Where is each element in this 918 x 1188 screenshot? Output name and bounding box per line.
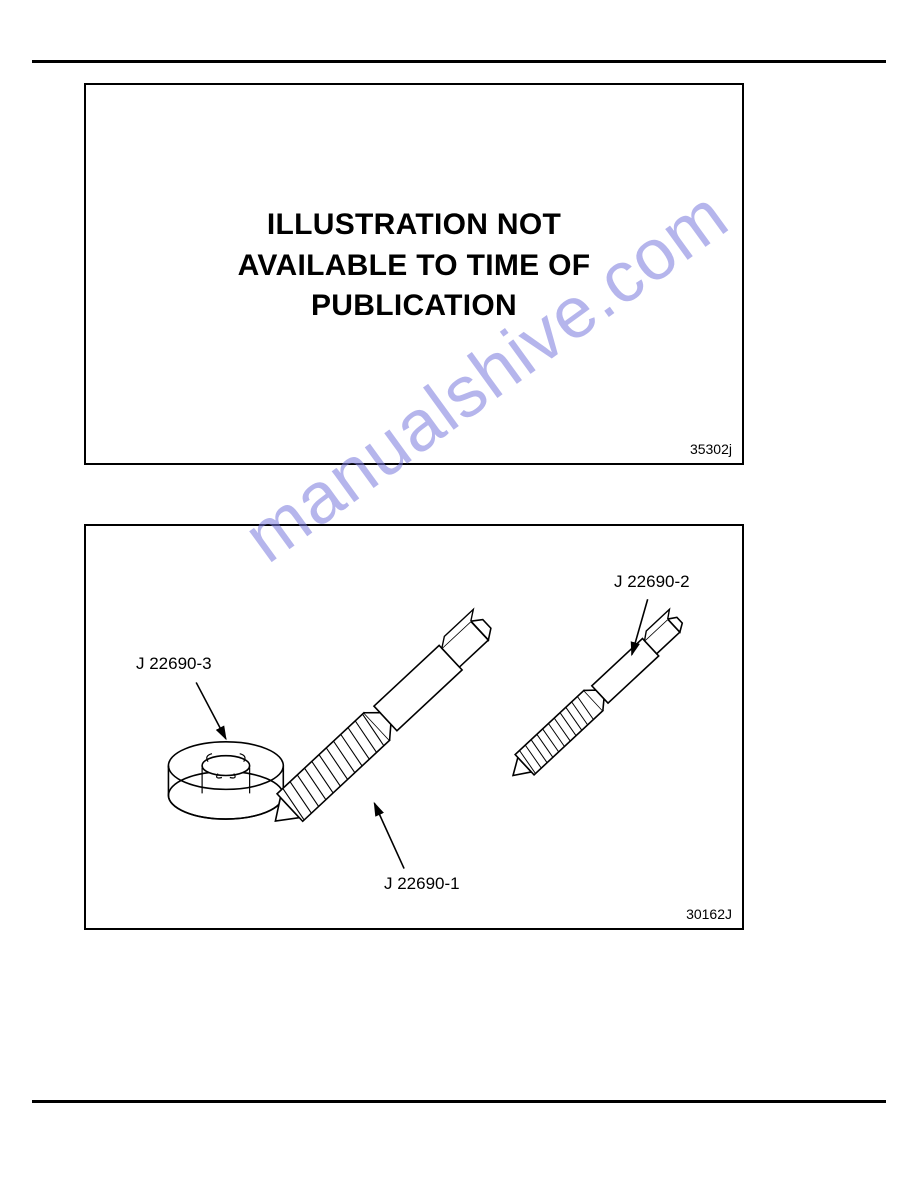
figure-1-box: ILLUSTRATION NOT AVAILABLE TO TIME OF PU… [84, 83, 744, 465]
figure-2-box: J 22690-3 J 22690-1 J 22690-2 30162J [84, 524, 744, 930]
figure-2-reference: 30162J [686, 906, 732, 922]
placeholder-line-3: PUBLICATION [86, 286, 742, 327]
label-die: J 22690-3 [136, 654, 212, 674]
arrow-tap-large [374, 803, 404, 868]
page-rule-top [32, 60, 886, 63]
page-rule-bottom [32, 1100, 886, 1103]
label-tap-small: J 22690-2 [614, 572, 690, 592]
figure-1-reference: 35302j [690, 441, 732, 457]
placeholder-line-2: AVAILABLE TO TIME OF [86, 246, 742, 287]
part-tap-large [262, 609, 500, 834]
placeholder-line-1: ILLUSTRATION NOT [86, 205, 742, 246]
label-tap-large: J 22690-1 [384, 874, 460, 894]
part-die [168, 742, 283, 819]
figure-1-placeholder: ILLUSTRATION NOT AVAILABLE TO TIME OF PU… [86, 205, 742, 327]
part-tap-small [503, 609, 689, 785]
arrow-die [196, 682, 226, 738]
